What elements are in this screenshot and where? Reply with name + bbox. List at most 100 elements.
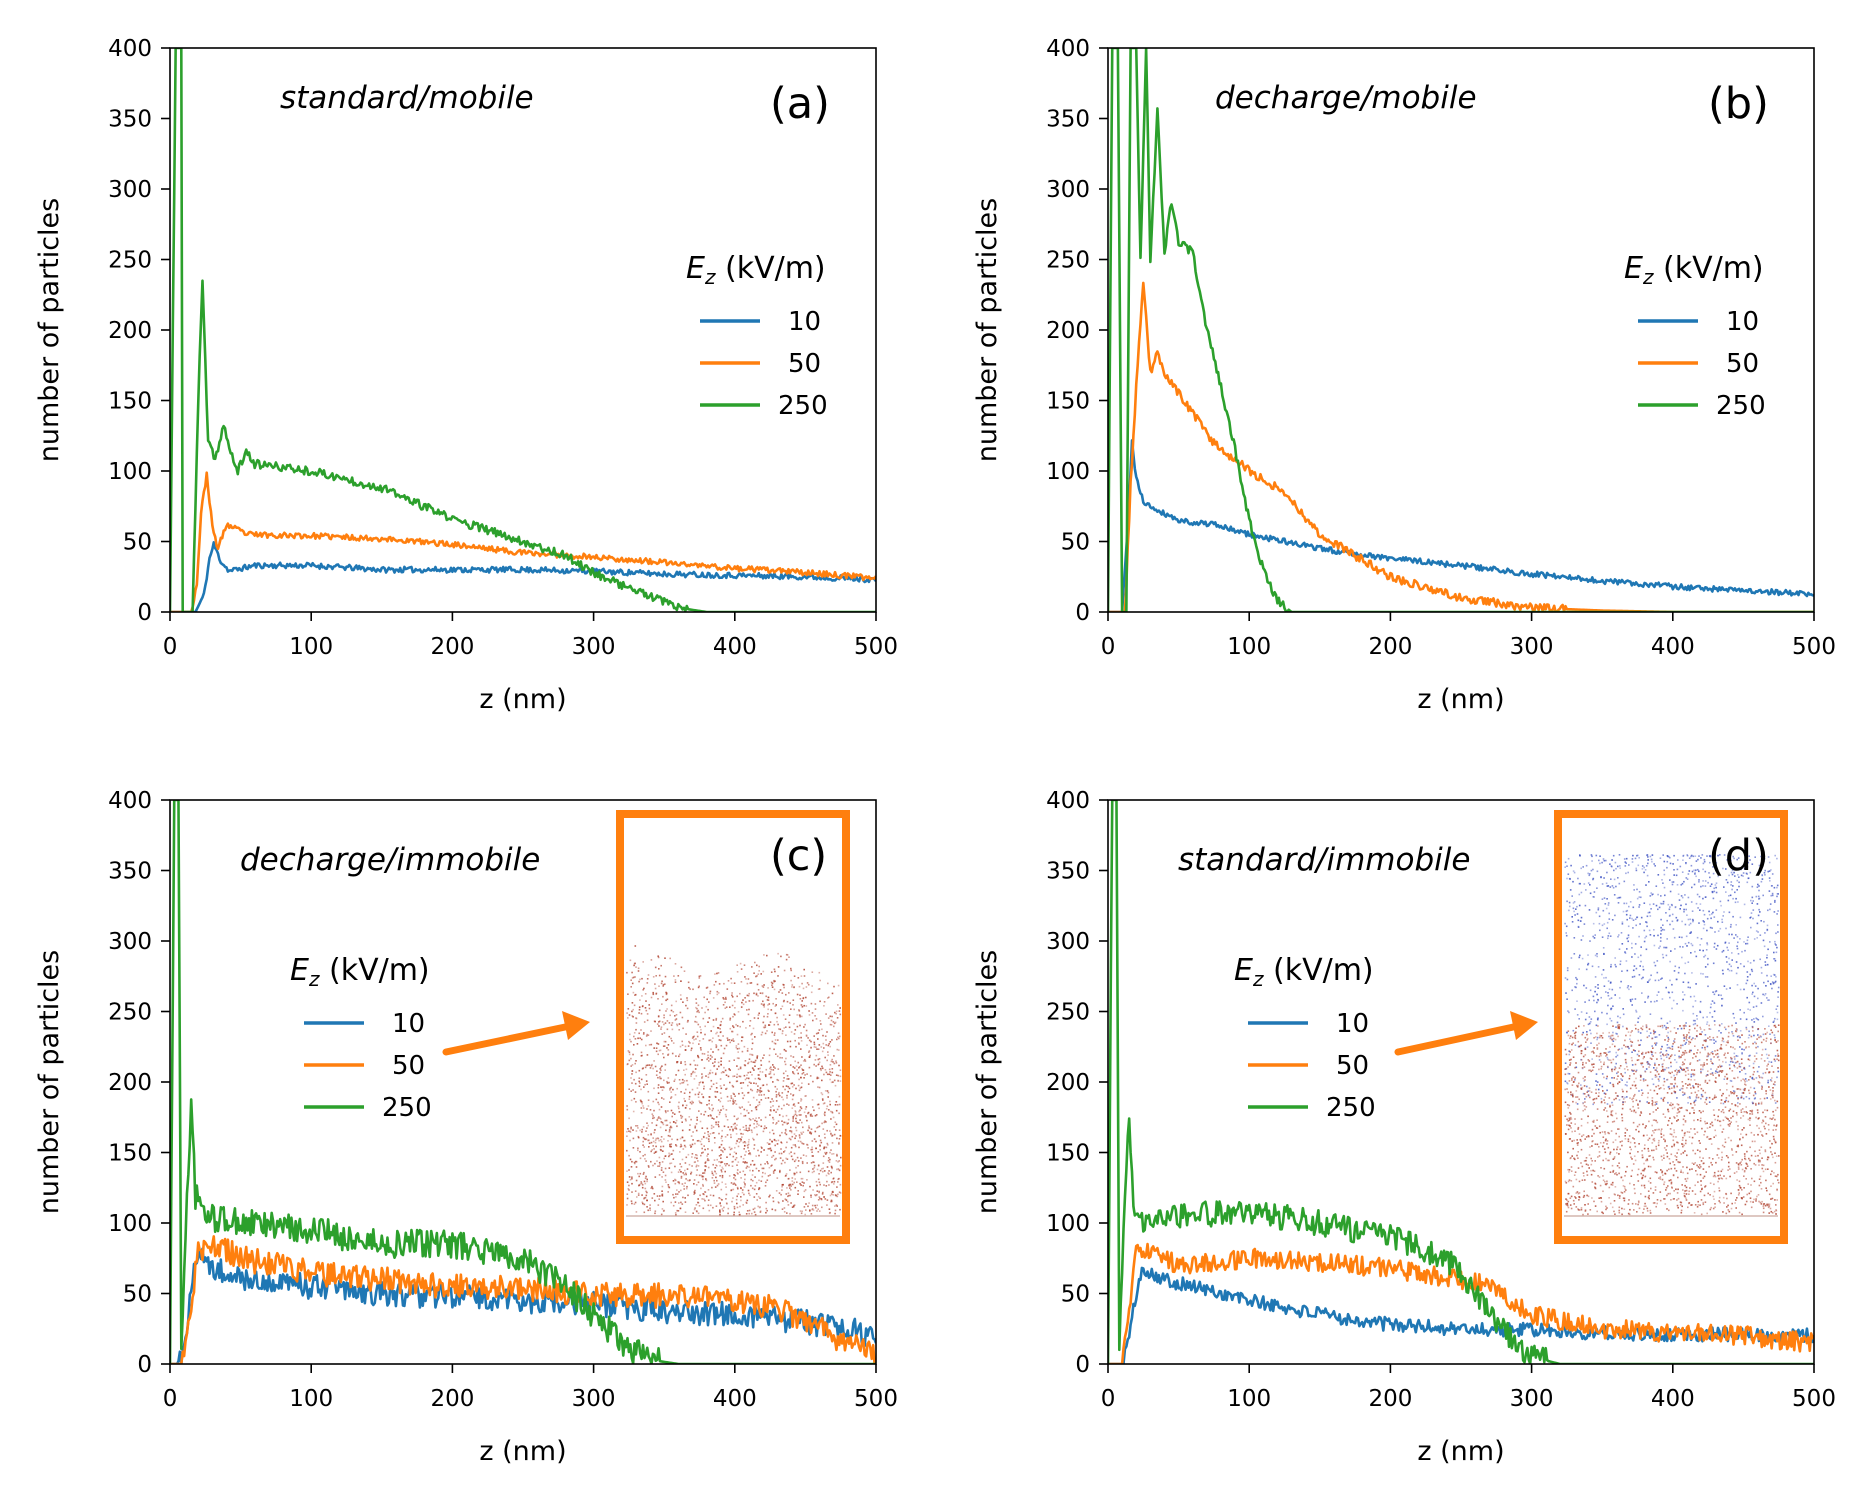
legend-entry-50: 50 [788, 349, 821, 379]
x-tick-label: 500 [854, 1386, 898, 1412]
legend-title-subscript: z [1642, 265, 1654, 289]
y-tick-label: 250 [1046, 248, 1090, 274]
y-tick-label: 100 [1046, 1211, 1090, 1237]
y-tick-label: 50 [1061, 1282, 1090, 1308]
y-axis-label: number of particles [34, 950, 65, 1214]
x-tick-label: 0 [163, 634, 178, 660]
series-line-10 [1108, 1266, 1814, 1364]
y-tick-label: 400 [1046, 36, 1090, 62]
y-tick-label: 200 [108, 1070, 152, 1096]
series-line-250 [170, 48, 876, 612]
legend-entry-10: 10 [1726, 307, 1759, 337]
series-line-10 [170, 541, 876, 612]
panel-subtitle: decharge/mobile [1215, 80, 1477, 116]
panel-a: 0 100 200 300 400 500 0 50 100 150 200 250 300 350 400… [34, 36, 898, 715]
x-tick-label: 100 [1227, 634, 1271, 660]
inset-snapshot [616, 810, 850, 1244]
legend-title: Ez (kV/m) [1624, 251, 1764, 289]
y-tick-label: 0 [137, 1352, 152, 1378]
y-tick-label: 200 [108, 318, 152, 344]
panel-subtitle: standard/immobile [1178, 842, 1470, 878]
legend-title-unit: (kV/m) [1263, 953, 1373, 988]
y-tick-label: 400 [1046, 788, 1090, 814]
legend-title-unit: (kV/m) [715, 251, 825, 286]
y-tick-label: 300 [108, 177, 152, 203]
legend-title-symbol: E [290, 953, 309, 988]
y-tick-label: 100 [1046, 459, 1090, 485]
legend-title-symbol: E [1234, 953, 1253, 988]
legend-title: Ez (kV/m) [290, 953, 430, 991]
y-tick-label: 200 [1046, 1070, 1090, 1096]
x-axis-label: z (nm) [479, 1436, 566, 1467]
series-line-10 [1108, 439, 1814, 612]
y-tick-label: 50 [123, 1282, 152, 1308]
x-tick-label: 400 [713, 1386, 757, 1412]
x-tick-label: 200 [430, 1386, 474, 1412]
x-tick-label: 200 [430, 634, 474, 660]
x-tick-label: 300 [572, 634, 616, 660]
legend-title-unit: (kV/m) [1653, 251, 1763, 286]
panel-label: (b) [1708, 79, 1769, 129]
legend: Ez (kV/m) 10 50 250 [290, 953, 432, 1123]
legend-title-symbol: E [686, 251, 705, 286]
legend-title-subscript: z [704, 265, 716, 289]
x-tick-label: 200 [1368, 634, 1412, 660]
legend-title-unit: (kV/m) [319, 953, 429, 988]
x-tick-label: 300 [1510, 634, 1554, 660]
y-tick-label: 150 [1046, 1141, 1090, 1167]
series-line-250 [170, 800, 876, 1364]
y-tick-label: 0 [1075, 600, 1090, 626]
y-tick-label: 350 [1046, 859, 1090, 885]
legend-entry-50: 50 [392, 1051, 425, 1081]
x-tick-label: 500 [1792, 634, 1836, 660]
panel-label: (c) [770, 831, 827, 881]
legend: Ez (kV/m) 10 50 250 [1234, 953, 1376, 1123]
legend-entry-10: 10 [788, 307, 821, 337]
series-line-50 [170, 471, 876, 612]
y-tick-label: 100 [108, 1211, 152, 1237]
legend-entry-10: 10 [392, 1009, 425, 1039]
y-tick-label: 400 [108, 36, 152, 62]
y-tick-label: 150 [108, 389, 152, 415]
x-tick-label: 300 [572, 1386, 616, 1412]
x-tick-label: 0 [1101, 634, 1116, 660]
y-tick-label: 50 [1061, 530, 1090, 556]
y-tick-label: 200 [1046, 318, 1090, 344]
x-tick-label: 200 [1368, 1386, 1412, 1412]
legend-title-subscript: z [308, 967, 320, 991]
inset-frame [616, 810, 850, 1244]
panel-b: 0 100 200 300 400 500 0 50 100 150 200 250 300 350 400… [972, 36, 1836, 715]
x-tick-label: 100 [1227, 1386, 1271, 1412]
inset-particles [1564, 854, 1780, 1216]
y-tick-label: 250 [1046, 1000, 1090, 1026]
x-tick-label: 500 [854, 634, 898, 660]
y-tick-label: 150 [108, 1141, 152, 1167]
x-tick-label: 400 [713, 634, 757, 660]
series-line-250 [1108, 800, 1814, 1364]
y-tick-label: 300 [108, 929, 152, 955]
y-tick-label: 50 [123, 530, 152, 556]
x-tick-label: 0 [1101, 1386, 1116, 1412]
x-axis-label: z (nm) [1417, 1436, 1504, 1467]
legend-entry-250: 250 [1716, 391, 1766, 421]
panel-d: 0 100 200 300 400 500 0 50 100 150 200 250 300 350 400… [972, 788, 1836, 1467]
legend-entry-50: 50 [1336, 1051, 1369, 1081]
legend-entry-250: 250 [1326, 1093, 1376, 1123]
y-tick-label: 400 [108, 788, 152, 814]
x-axis-label: z (nm) [1417, 684, 1504, 715]
x-tick-label: 0 [163, 1386, 178, 1412]
inset-pointer-arrowhead [1510, 1011, 1538, 1040]
legend-entry-10: 10 [1336, 1009, 1369, 1039]
y-tick-label: 350 [1046, 107, 1090, 133]
y-tick-label: 300 [1046, 177, 1090, 203]
inset-pointer-arrow [1394, 1022, 1522, 1056]
x-tick-label: 400 [1651, 1386, 1695, 1412]
x-tick-label: 100 [289, 1386, 333, 1412]
panel-subtitle: standard/mobile [280, 80, 534, 116]
legend-title-symbol: E [1624, 251, 1643, 286]
panel-label: (d) [1708, 831, 1769, 881]
series-line-50 [170, 1235, 876, 1364]
x-tick-label: 100 [289, 634, 333, 660]
y-tick-label: 0 [1075, 1352, 1090, 1378]
